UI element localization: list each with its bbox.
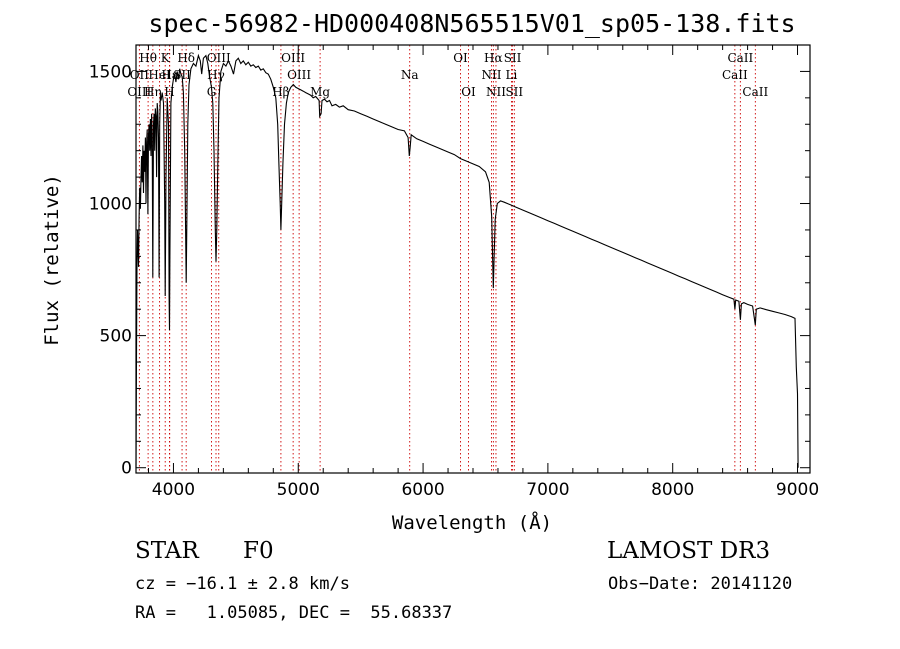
- spectral-line-label: CaII: [727, 51, 753, 65]
- x-tick-label: 7000: [526, 480, 569, 500]
- spectral-line-label: CaII: [742, 85, 768, 99]
- spectral-line-label: Hγ: [207, 68, 225, 82]
- spectral-line-label: OIII: [287, 68, 311, 82]
- spectral-line-label: Hα: [484, 51, 503, 65]
- spectral-line-label: SII: [505, 85, 523, 99]
- spectral-line-label: OIII: [207, 51, 231, 65]
- spectral-line-label: G: [207, 85, 217, 99]
- x-tick-label: 8000: [651, 480, 694, 500]
- y-axis-label: Flux (relative): [41, 174, 63, 346]
- plot-frame: [135, 44, 811, 474]
- survey-name: LAMOST DR3: [607, 538, 771, 564]
- spectral-line-label: HeI: [148, 68, 171, 82]
- x-tick-label: 9000: [776, 480, 819, 500]
- spectral-line-label: Hε: [161, 68, 178, 82]
- spectral-line-label: NII: [486, 85, 506, 99]
- axis-ticks: 4000 5000 6000 7000 8000 9000 0 500 1000 1500: [89, 44, 819, 500]
- spectral-line-label: OII: [130, 68, 150, 82]
- obs-date-text: Obs−Date: 20141120: [608, 574, 793, 594]
- spectral-line-label: H: [164, 85, 174, 99]
- spectral-line-label: OIII: [281, 51, 305, 65]
- spectral-line-label: CaII: [722, 68, 748, 82]
- spectral-line-label: OI: [461, 85, 476, 99]
- redshift-text: cz = −16.1 ± 2.8 km/s: [135, 574, 350, 594]
- spectral-line-label: SII: [173, 68, 191, 82]
- spectral-line-label: Hη: [144, 85, 162, 99]
- y-tick-label: 0: [121, 459, 132, 479]
- y-tick-label: 500: [100, 327, 132, 347]
- y-tick-label: 1500: [89, 62, 132, 82]
- spectral-lines-layer: [138, 45, 756, 473]
- x-tick-label: 5000: [277, 480, 320, 500]
- spectral-line-labels: HθOIIOIIIHeIHηKHHδSIIHεOIIIHγGOIIIOIIIHβ…: [127, 51, 768, 99]
- x-axis-label: Wavelength (Å): [392, 511, 552, 534]
- flux-series-line: [135, 53, 799, 468]
- spectral-line-label: Li: [506, 68, 518, 82]
- x-tick-label: 4000: [152, 480, 195, 500]
- spectral-line-label: Hβ: [272, 85, 289, 99]
- object-subclass: F0: [243, 538, 274, 564]
- spectral-line-label: OI: [453, 51, 468, 65]
- spectral-line-label: Mg: [310, 85, 330, 99]
- coordinates-text: RA = 1.05085, DEC = 55.68337: [135, 603, 453, 623]
- y-tick-label: 1000: [89, 195, 132, 215]
- spectral-line-label: OIII: [127, 85, 151, 99]
- spectral-line-label: SII: [504, 51, 522, 65]
- spectral-line-label: K: [161, 51, 171, 65]
- spectral-line-label: NII: [481, 68, 501, 82]
- chart-title: spec-56982-HD000408N565515V01_sp05-138.f…: [148, 9, 795, 38]
- object-class: STAR: [135, 538, 199, 564]
- spectral-line-label: Hδ: [177, 51, 195, 65]
- x-tick-label: 6000: [401, 480, 444, 500]
- spectral-line-label: Na: [401, 68, 419, 82]
- spectral-line-label: Hθ: [139, 51, 157, 65]
